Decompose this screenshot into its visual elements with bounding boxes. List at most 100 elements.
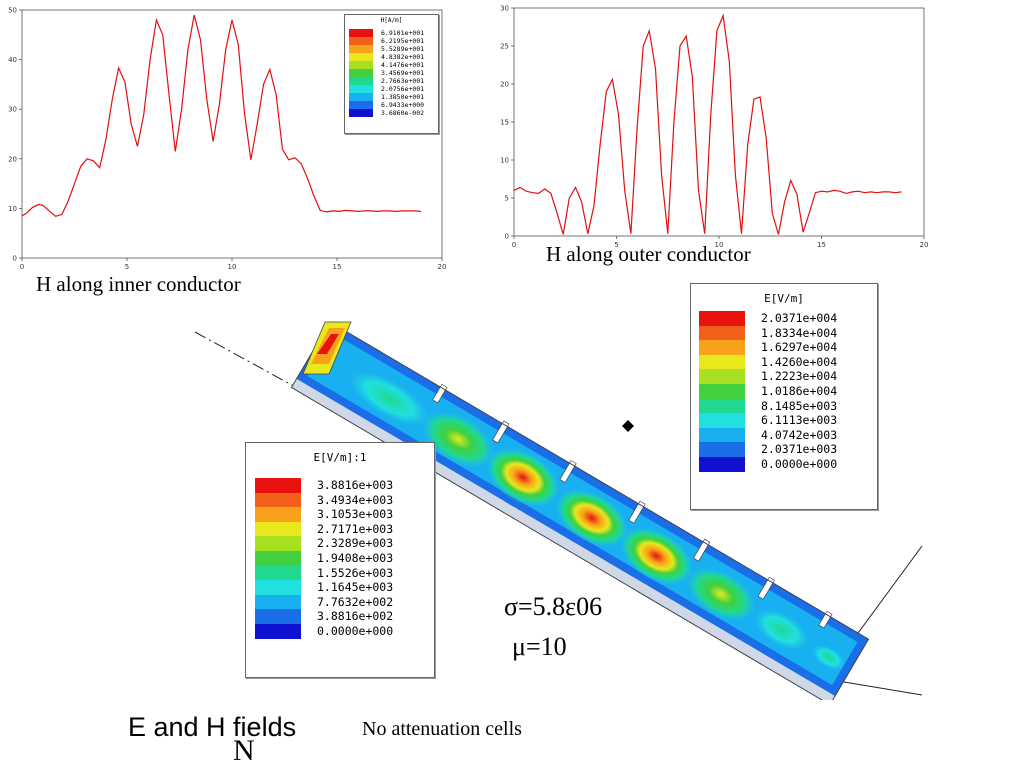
legend-swatch (349, 29, 373, 37)
x-tick-label: 5 (614, 241, 618, 249)
e-legend-left: E[V/m]:1 3.8816e+003 3.4934e+003 3.1053e+0… (245, 442, 435, 678)
legend-row: 3.4569e+001 (349, 69, 438, 77)
x-tick-label: 20 (920, 241, 929, 249)
legend-row: 3.8816e+003 (255, 478, 434, 493)
legend-value: 1.9408e+003 (317, 550, 394, 565)
legend-value: 1.2223e+004 (761, 369, 838, 384)
legend-value: 6.1113e+003 (761, 413, 838, 428)
legend-value: 3.4569e+001 (381, 69, 425, 77)
legend-row: 2.7171e+003 (255, 521, 434, 537)
legend-swatch (255, 565, 301, 581)
legend-row: 4.8382e+001 (349, 53, 438, 61)
legend-row: 2.0371e+003 (699, 442, 877, 457)
legend-row: 1.6297e+004 (699, 340, 877, 355)
legend-swatch (255, 507, 301, 522)
legend-swatch (699, 354, 745, 370)
sigma-label: σ=5.8ε06 (504, 592, 603, 621)
x-tick-label: 20 (438, 263, 447, 271)
legend-value: 1.4260e+004 (761, 354, 838, 369)
legend-swatch (699, 311, 745, 326)
legend-swatch (349, 77, 373, 85)
y-tick-label: 0 (505, 233, 509, 241)
legend-row: 8.1485e+003 (699, 398, 877, 414)
legend-swatch (255, 609, 301, 624)
y-tick-label: 10 (500, 157, 509, 165)
legend-value: 1.6297e+004 (761, 340, 838, 355)
legend-row: 6.9433e+000 (349, 101, 438, 109)
legend-swatch (349, 101, 373, 109)
legend-swatch (699, 325, 745, 341)
y-tick-label: 30 (500, 5, 509, 13)
legend-swatch (699, 369, 745, 384)
y-tick-label: 5 (505, 195, 509, 203)
e-legend-right: E[V/m] 2.0371e+004 1.8334e+004 1.6297e+004… (690, 283, 878, 510)
legend-row: 1.3850e+001 (349, 93, 438, 101)
legend-row: 6.1113e+003 (699, 413, 877, 428)
caption-inner: H along inner conductor (36, 272, 241, 296)
series-line (21, 14, 422, 217)
legend-row: 0.0000e+000 (699, 456, 877, 472)
legend-row: 2.7663e+001 (349, 77, 438, 85)
legend-swatch (255, 536, 301, 551)
legend-value: 1.1645e+003 (317, 580, 394, 595)
legend-swatch (255, 580, 301, 595)
legend-value: 5.5289e+001 (381, 45, 425, 53)
legend-swatch (349, 69, 373, 77)
legend-row: 4.1476e+001 (349, 61, 438, 69)
legend-value: 6.9101e+001 (381, 29, 425, 37)
legend-swatch (349, 93, 373, 101)
no-attenuation-caption: No attenuation cells (362, 718, 522, 740)
y-tick-label: 20 (8, 155, 17, 163)
legend-swatch (699, 456, 745, 472)
legend-row: 6.9101e+001 (349, 29, 438, 37)
legend-swatch (349, 37, 373, 45)
legend-value: 3.1053e+003 (317, 507, 394, 522)
legend-swatch (699, 340, 745, 355)
legend-row: 7.7632e+002 (255, 594, 434, 610)
y-tick-label: 30 (8, 106, 17, 114)
legend-value: 3.8816e+002 (317, 609, 394, 624)
legend-swatch (349, 109, 373, 117)
legend-value: 3.4934e+003 (317, 492, 394, 507)
legend-row: 2.0756e+001 (349, 85, 438, 93)
legend-swatch (349, 45, 373, 53)
h-legend-title: H[A/m] (380, 17, 403, 24)
legend-value: 1.3850e+001 (381, 93, 425, 101)
legend-row: 2.0371e+004 (699, 311, 877, 326)
legend-swatch (255, 521, 301, 537)
legend-swatch (699, 413, 745, 428)
h-outer-chart: 0 5 10 15 20 0 5 10 15 20 25 30 (494, 2, 934, 250)
legend-row: 3.6860e-002 (349, 109, 438, 117)
legend-row: 3.1053e+003 (255, 507, 434, 522)
legend-value: 1.0186e+004 (761, 383, 838, 398)
legend-value: 0.0000e+000 (317, 623, 394, 638)
legend-row: 1.8334e+004 (699, 325, 877, 341)
y-tick-label: 25 (500, 43, 509, 51)
y-tick-label: 10 (8, 205, 17, 213)
x-tick-label: 15 (817, 241, 826, 249)
e-legend-left-title: E[V/m]:1 (313, 451, 367, 464)
legend-swatch (699, 427, 745, 443)
legend-swatch (255, 478, 301, 493)
y-tick-label: 0 (13, 255, 17, 263)
legend-swatch (255, 550, 301, 566)
legend-value: 4.0742e+003 (761, 427, 838, 442)
fields-caption-subscript: N (233, 734, 255, 767)
legend-value: 7.7632e+002 (317, 594, 394, 609)
legend-value: 6.2195e+001 (381, 37, 425, 45)
legend-row: 3.4934e+003 (255, 492, 434, 508)
plot-area (513, 7, 925, 237)
legend-value: 2.3289e+003 (317, 536, 394, 551)
legend-swatch (699, 398, 745, 414)
legend-value: 3.6860e-002 (381, 109, 425, 117)
legend-row: 1.1645e+003 (255, 580, 434, 595)
legend-swatch (255, 623, 301, 639)
y-tick-label: 20 (500, 81, 509, 89)
legend-row: 1.9408e+003 (255, 550, 434, 566)
legend-row: 1.2223e+004 (699, 369, 877, 384)
legend-value: 1.5526e+003 (317, 565, 394, 580)
legend-swatch (255, 492, 301, 508)
legend-value: 3.8816e+003 (317, 478, 394, 492)
legend-value: 1.8334e+004 (761, 325, 838, 340)
legend-value: 2.7663e+001 (381, 77, 425, 85)
